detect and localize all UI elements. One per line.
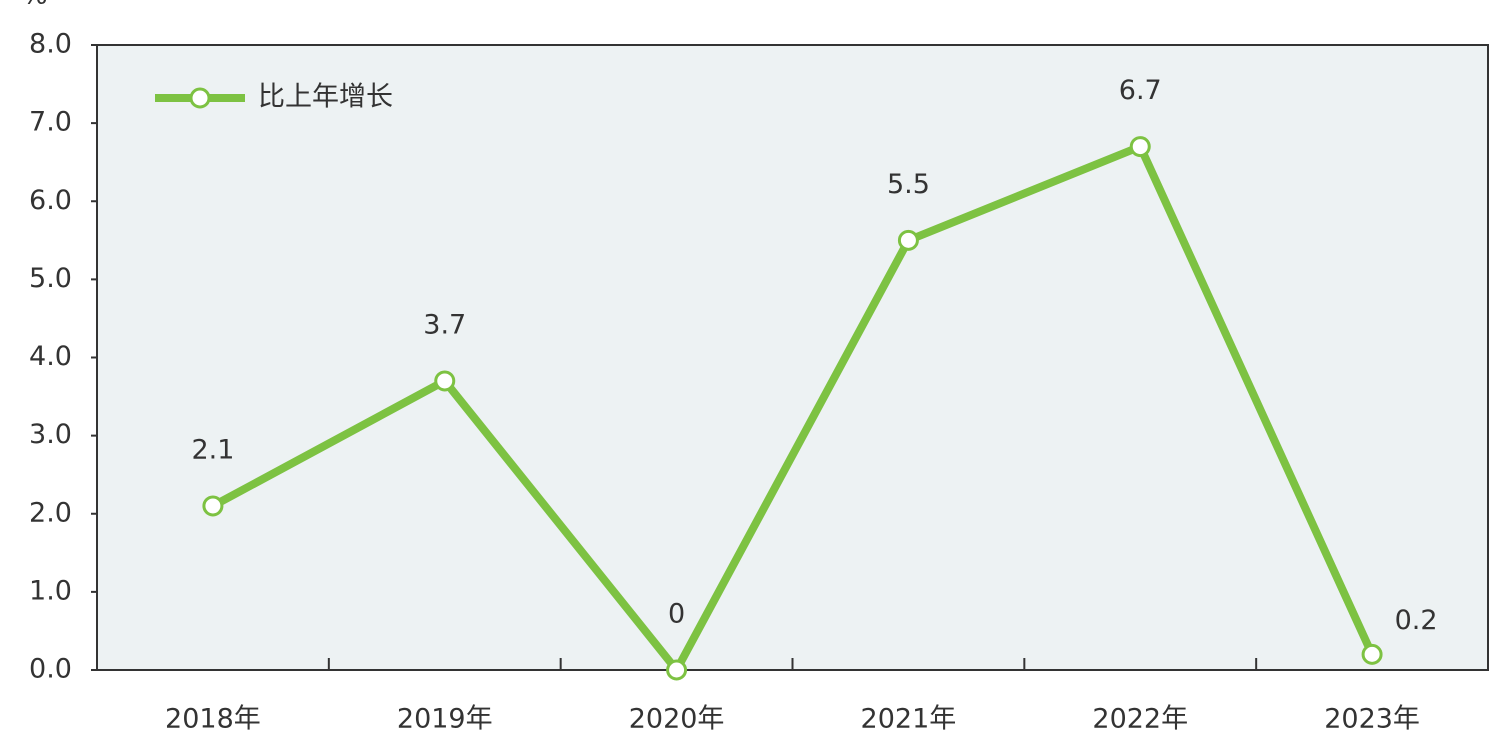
series-line bbox=[211, 142, 1376, 674]
data-label: 5.5 bbox=[887, 169, 930, 200]
y-tick-label: 2.0 bbox=[29, 497, 72, 528]
point bbox=[666, 659, 688, 681]
data-label: 2.1 bbox=[191, 434, 234, 465]
x-tick-label: 2020年 bbox=[629, 704, 725, 735]
data-label: 6.7 bbox=[1119, 75, 1162, 106]
x-tick-label: 2018年 bbox=[165, 704, 261, 735]
point bbox=[202, 495, 224, 517]
y-tick-label: 6.0 bbox=[29, 185, 72, 216]
point bbox=[897, 229, 919, 251]
legend-marker bbox=[189, 87, 211, 109]
point bbox=[1129, 136, 1151, 158]
data-label: 3.7 bbox=[423, 309, 466, 340]
point bbox=[1361, 643, 1383, 665]
x-tick-label: 2023年 bbox=[1324, 704, 1420, 735]
y-tick-label: 7.0 bbox=[29, 107, 72, 138]
data-label: 0 bbox=[668, 599, 685, 630]
legend-label: 比上年增长 bbox=[258, 82, 393, 113]
x-tick-label: 2022年 bbox=[1092, 704, 1188, 735]
x-tick-label: 2019年 bbox=[397, 704, 493, 735]
plot-area bbox=[96, 44, 1489, 671]
y-tick-label: 1.0 bbox=[29, 575, 72, 606]
y-tick-label: 8.0 bbox=[29, 29, 72, 60]
x-tick-label: 2021年 bbox=[861, 704, 957, 735]
y-tick-label: 5.0 bbox=[29, 263, 72, 294]
data-label: 0.2 bbox=[1395, 605, 1438, 636]
y-axis-unit: % bbox=[22, 0, 48, 11]
y-tick-label: 3.0 bbox=[29, 419, 72, 450]
point bbox=[434, 370, 456, 392]
y-tick-label: 4.0 bbox=[29, 341, 72, 372]
y-tick-label: 0.0 bbox=[29, 654, 72, 685]
